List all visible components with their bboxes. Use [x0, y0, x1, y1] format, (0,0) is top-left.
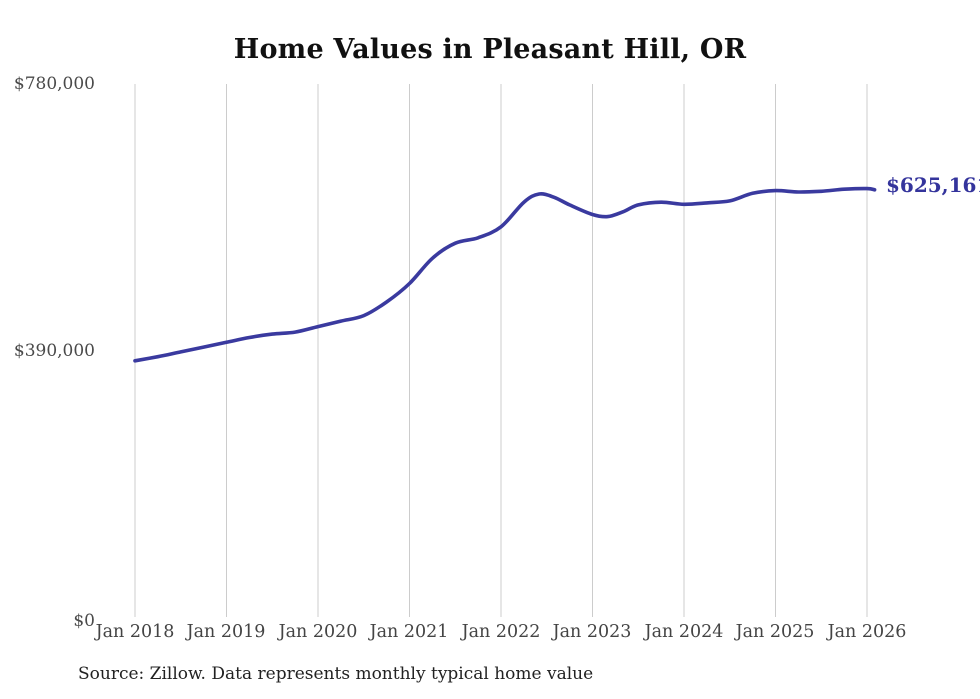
- x-axis-tick-jan-2021: Jan 2021: [369, 622, 449, 642]
- x-axis-tick-jan-2019: Jan 2019: [186, 622, 266, 642]
- y-axis-tick-780000: $780,000: [13, 74, 95, 94]
- x-axis-tick-jan-2026: Jan 2026: [827, 622, 907, 642]
- x-axis-tick-jan-2025: Jan 2025: [735, 622, 815, 642]
- x-axis-tick-jan-2020: Jan 2020: [278, 622, 358, 642]
- latest-value-label: $625,161: [886, 173, 980, 197]
- x-axis-tick-jan-2018: Jan 2018: [95, 622, 175, 642]
- chart-title: Home Values in Pleasant Hill, OR: [233, 34, 747, 65]
- y-axis-tick-390000: $390,000: [13, 341, 95, 361]
- home-value-line: [133, 186, 877, 363]
- x-axis-tick-jan-2024: Jan 2024: [644, 622, 724, 642]
- x-axis-tick-jan-2023: Jan 2023: [552, 622, 632, 642]
- y-axis-tick-0: $0: [73, 611, 95, 631]
- x-axis-tick-jan-2022: Jan 2022: [461, 622, 541, 642]
- source-note: Source: Zillow. Data represents monthly …: [78, 664, 594, 684]
